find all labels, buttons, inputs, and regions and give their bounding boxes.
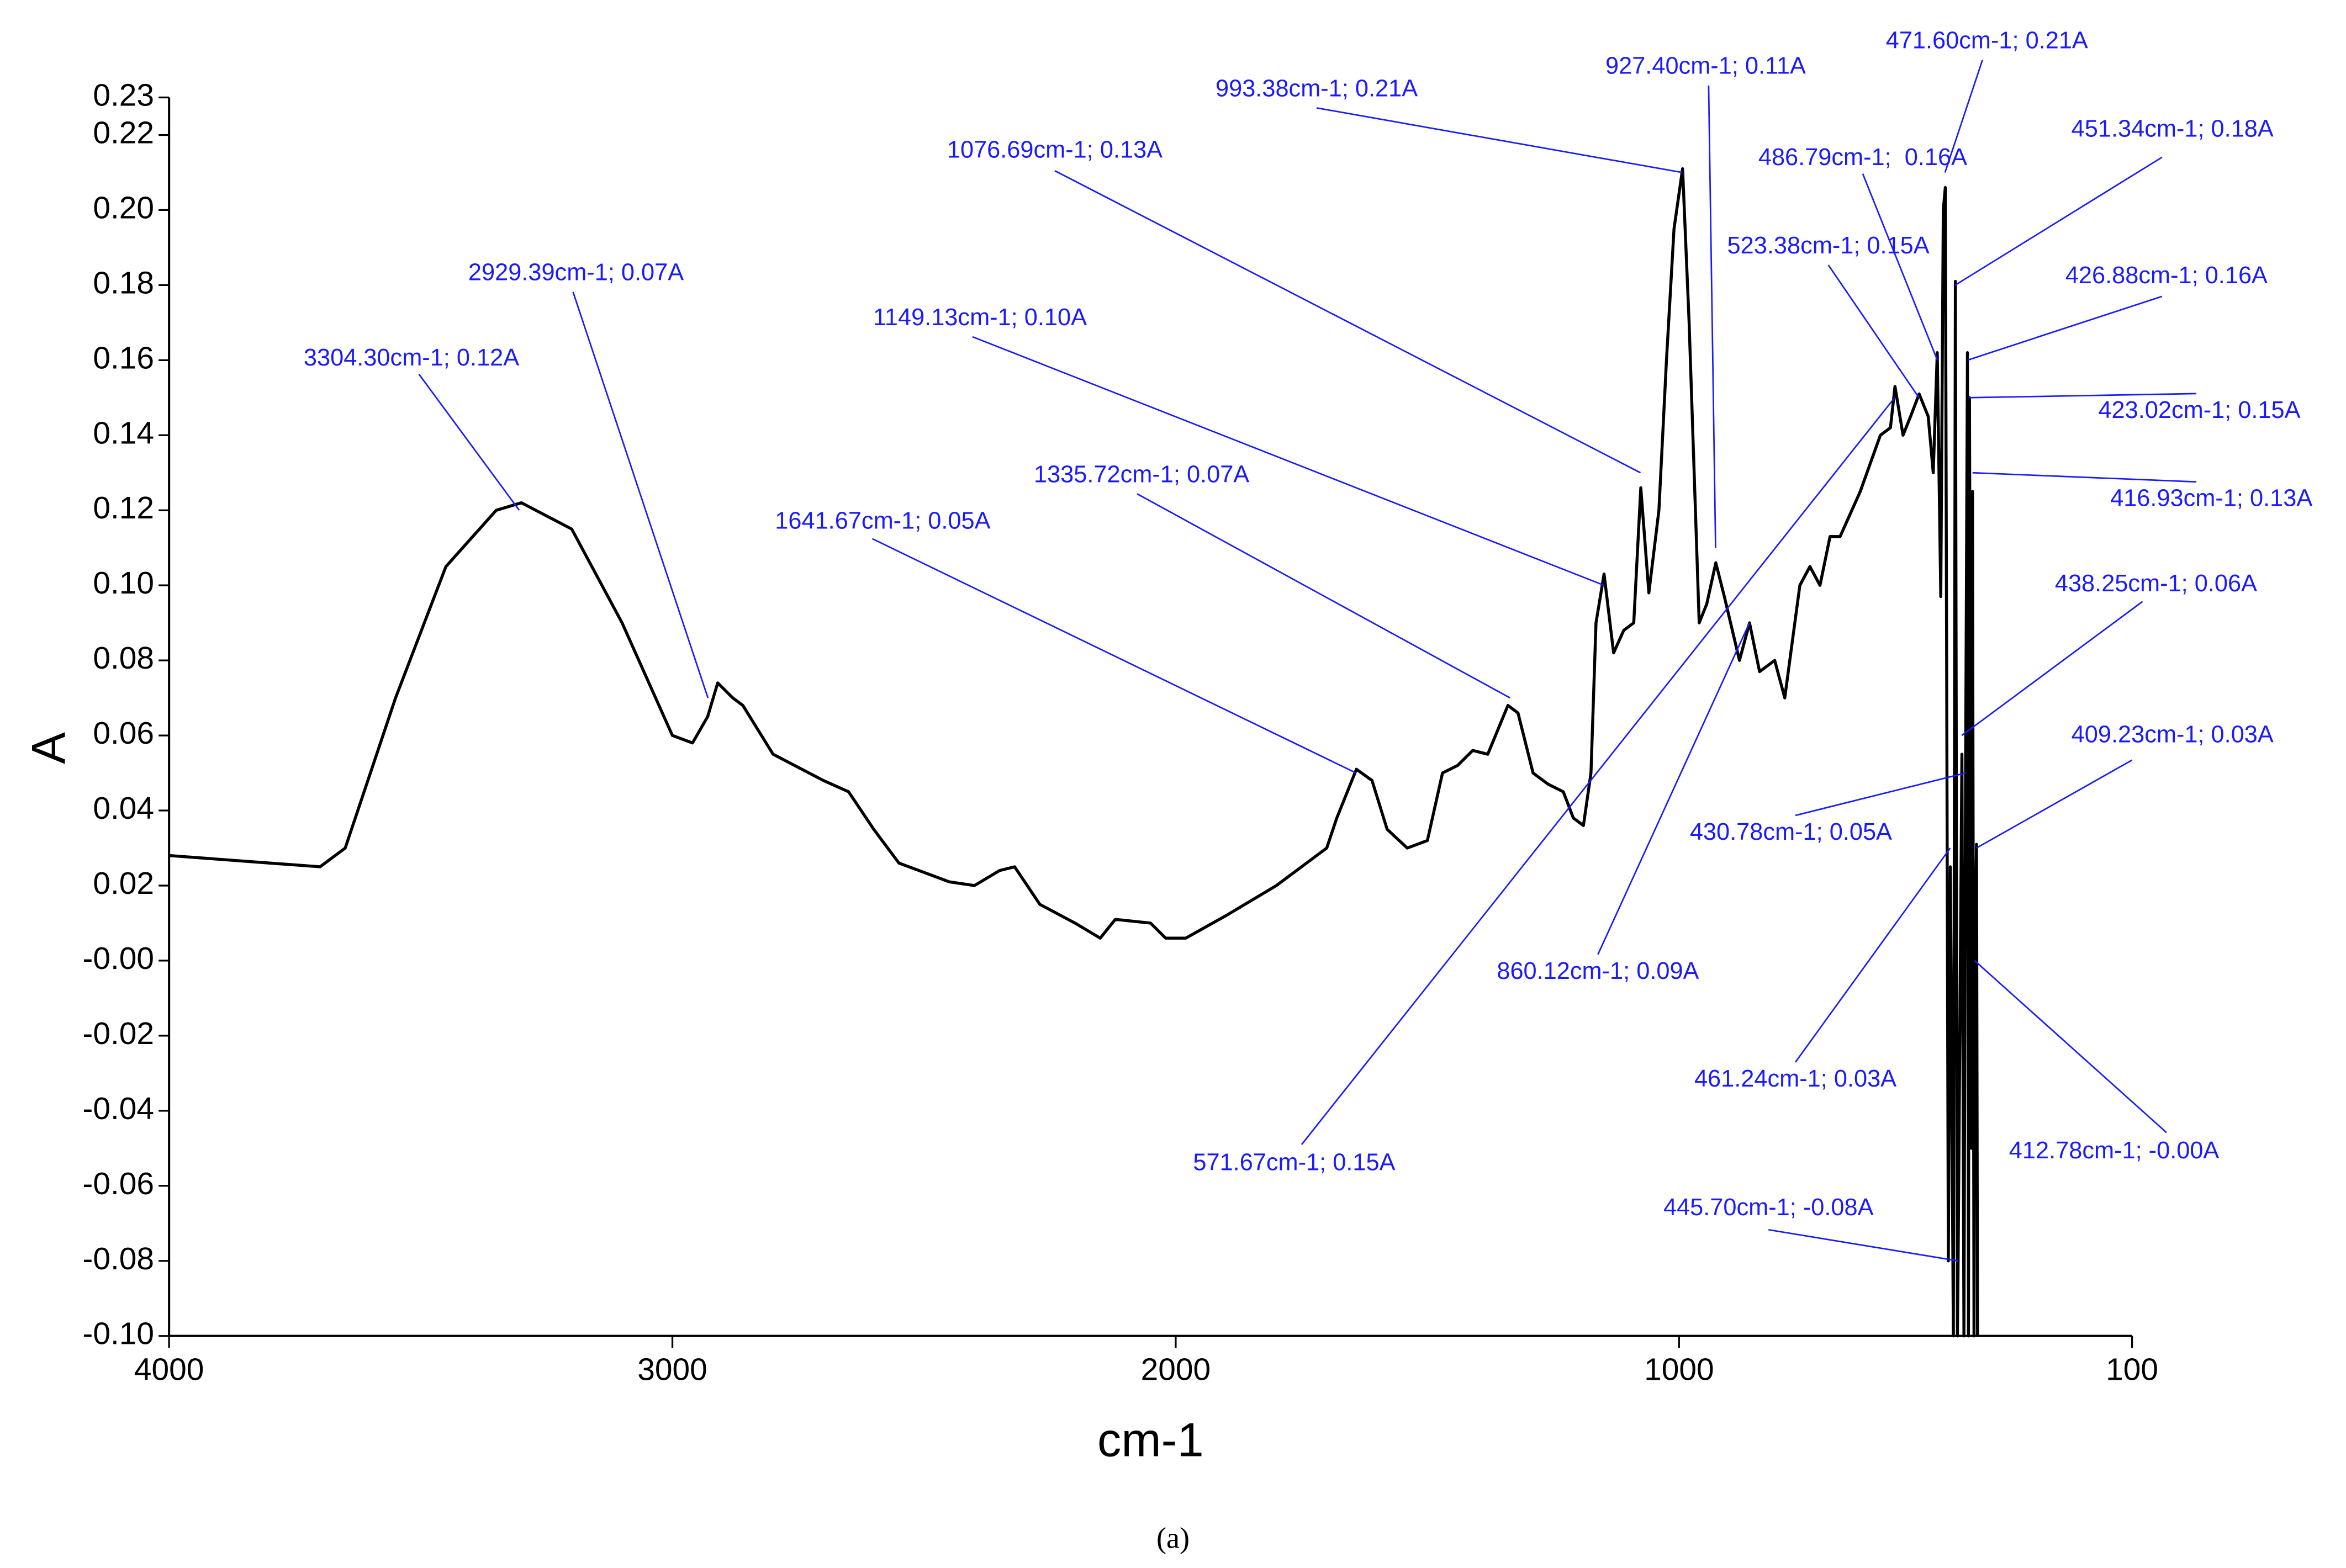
y-tick-label: -0.02 — [82, 1016, 154, 1051]
y-tick-label: -0.08 — [82, 1241, 154, 1276]
annotation-leader — [1976, 759, 2133, 849]
annotation-label: 1149.13cm-1; 0.10A — [873, 304, 1087, 331]
annotation-label: 571.67cm-1; 0.15A — [1193, 1149, 1395, 1176]
y-tick-label: 0.12 — [93, 490, 154, 526]
annotation-leader — [1969, 393, 2197, 399]
annotation-label: 927.40cm-1; 0.11A — [1605, 53, 1806, 80]
annotation-leader — [1967, 295, 2163, 361]
annotation-label: 412.78cm-1; -0.00A — [2009, 1137, 2220, 1164]
annotation-leader — [1137, 493, 1511, 699]
annotation-label: 1641.67cm-1; 0.05A — [775, 507, 990, 534]
annotation-leader — [572, 292, 709, 698]
annotation-leader — [1708, 85, 1716, 548]
x-tick-label: 100 — [2106, 1352, 2158, 1387]
annotation-label: 1335.72cm-1; 0.07A — [1034, 461, 1249, 488]
annotation-leader — [1972, 472, 2197, 483]
annotation-leader — [1862, 173, 1938, 361]
annotation-label: 426.88cm-1; 0.16A — [2065, 262, 2268, 289]
annotation-leader — [1961, 601, 2143, 737]
annotation-label: 461.24cm-1; 0.03A — [1694, 1066, 1896, 1092]
annotation-label: 3304.30cm-1; 0.12A — [304, 345, 519, 371]
annotation-label: 523.38cm-1; 0.15A — [1727, 232, 1930, 259]
y-tick-label: -0.06 — [82, 1166, 154, 1201]
x-tick-label: 2000 — [1141, 1352, 1211, 1387]
y-tick-label: 0.23 — [93, 78, 154, 113]
y-tick-label: 0.10 — [93, 565, 154, 601]
y-tick-label: 0.18 — [93, 265, 154, 300]
spectrum-line — [168, 167, 1979, 1338]
annotation-leader — [1944, 60, 1983, 173]
annotation-leader — [1301, 397, 1895, 1145]
x-tick-label: 3000 — [637, 1352, 707, 1387]
y-axis-title: A — [23, 732, 76, 764]
annotation-label: 430.78cm-1; 0.05A — [1690, 819, 1892, 845]
annotation-leader — [1974, 960, 2167, 1133]
annotation-leader — [418, 373, 520, 511]
y-tick-label: 0.08 — [93, 640, 154, 676]
annotation-label: 451.34cm-1; 0.18A — [2072, 116, 2274, 142]
x-tick-label: 1000 — [1644, 1352, 1714, 1387]
x-axis-title: cm-1 — [1097, 1414, 1204, 1467]
annotation-label: 2929.39cm-1; 0.07A — [468, 259, 684, 286]
annotation-label: 993.38cm-1; 0.21A — [1216, 75, 1418, 102]
annotation-label: 409.23cm-1; 0.03A — [2072, 722, 2274, 748]
y-tick-label: -0.00 — [82, 941, 154, 976]
x-tick-label: 4000 — [134, 1352, 204, 1387]
annotation-leader — [1597, 622, 1751, 955]
y-tick-label: 0.06 — [93, 716, 154, 751]
annotation-leader — [1827, 264, 1920, 399]
annotation-leader — [1054, 170, 1641, 474]
y-tick-label: 0.14 — [93, 415, 154, 451]
annotation-label: 445.70cm-1; -0.08A — [1663, 1194, 1874, 1221]
y-tick-label: 0.16 — [93, 340, 154, 375]
y-tick-label: 0.22 — [93, 115, 154, 150]
y-tick-label: -0.04 — [82, 1091, 154, 1126]
annotation-leader — [972, 336, 1604, 586]
annotation-label: 438.25cm-1; 0.06A — [2055, 570, 2257, 597]
annotation-leader — [871, 538, 1357, 774]
annotation-label: 486.79cm-1; 0.16A — [1758, 144, 1967, 171]
annotation-label: 416.93cm-1; 0.13A — [2110, 485, 2312, 512]
y-tick-label: -0.10 — [82, 1316, 154, 1352]
y-tick-label: 0.02 — [93, 866, 154, 901]
annotation-leader — [1316, 107, 1683, 173]
annotation-leader — [1768, 1229, 1958, 1262]
caption: (a) — [1156, 1521, 1190, 1554]
annotation-leader — [1795, 772, 1966, 817]
y-tick-label: 0.04 — [93, 791, 154, 826]
annotation-label: 1076.69cm-1; 0.13A — [947, 136, 1163, 163]
annotation-leader — [1954, 156, 2163, 286]
annotation-label: 471.60cm-1; 0.21A — [1886, 28, 2088, 54]
annotation-label: 860.12cm-1; 0.09A — [1497, 958, 1699, 984]
y-tick-label: 0.20 — [93, 190, 154, 225]
annotation-leader — [1794, 847, 1951, 1063]
annotation-label: 423.02cm-1; 0.15A — [2098, 397, 2300, 423]
